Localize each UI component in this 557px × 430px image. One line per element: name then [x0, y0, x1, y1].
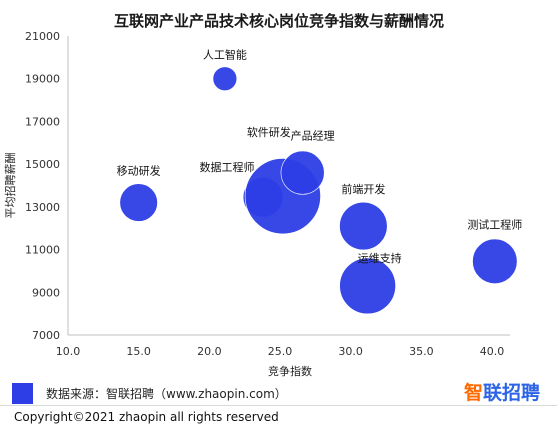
- x-tick-label: 15.0: [126, 345, 151, 358]
- bubble-label: 人工智能: [203, 48, 247, 62]
- x-tick-label: 25.0: [268, 345, 293, 358]
- y-axis-label: 平均招聘薪酬: [3, 153, 17, 219]
- copyright-text: Copyright©2021 zhaopin all rights reserv…: [14, 410, 279, 424]
- bubble-label: 产品经理: [291, 129, 335, 143]
- bubble-label: 测试工程师: [467, 218, 522, 231]
- bubble: [212, 66, 238, 91]
- chart-axes: 10.0 15.0 20.0 25.0 30.0 35.0 40.0 7000 9000 1100…: [25, 30, 510, 358]
- bubble-label: 前端开发: [341, 182, 385, 196]
- brand-logo-rest: 联招聘: [483, 382, 541, 404]
- bubble-series: [119, 66, 518, 315]
- y-tick-label: 21000: [25, 30, 60, 43]
- y-tick-label: 15000: [25, 158, 60, 171]
- bubble-label: 数据工程师: [200, 160, 255, 174]
- y-tick-label: 9000: [32, 286, 60, 299]
- x-tick-label: 20.0: [197, 345, 222, 358]
- bubble-chart: 互联网产业产品技术核心岗位竞争指数与薪酬情况 10.0 15.0 20.0 25.0 3…: [3, 12, 523, 378]
- x-tick-label: 35.0: [409, 345, 434, 358]
- x-axis-label: 竞争指数: [268, 364, 312, 378]
- footer-divider: [0, 405, 557, 406]
- bubble-label: 移动研发: [117, 164, 161, 178]
- bubble-label: 软件研发: [247, 125, 291, 139]
- x-tick-label: 10.0: [56, 345, 81, 358]
- y-tick-label: 7000: [32, 329, 60, 342]
- bubble: [280, 150, 325, 195]
- data-source-text: 数据来源：智联招聘（www.zhaopin.com）: [46, 387, 287, 401]
- brand-logo-first-char: 智: [464, 382, 484, 404]
- bubble: [339, 201, 388, 251]
- y-tick-label: 19000: [25, 73, 60, 86]
- legend-swatch: [12, 383, 33, 404]
- y-tick-label: 17000: [25, 115, 60, 128]
- bubble: [339, 257, 396, 315]
- bubble: [472, 238, 518, 284]
- chart-title: 互联网产业产品技术核心岗位竞争指数与薪酬情况: [114, 12, 444, 30]
- bubble-label: 运维支持: [358, 251, 402, 265]
- x-tick-label: 30.0: [338, 345, 363, 358]
- bubble: [119, 183, 158, 222]
- x-tick-label: 40.0: [480, 345, 505, 358]
- brand-logo: 智联招聘: [464, 378, 540, 405]
- y-tick-label: 13000: [25, 201, 60, 214]
- y-tick-label: 11000: [25, 244, 60, 257]
